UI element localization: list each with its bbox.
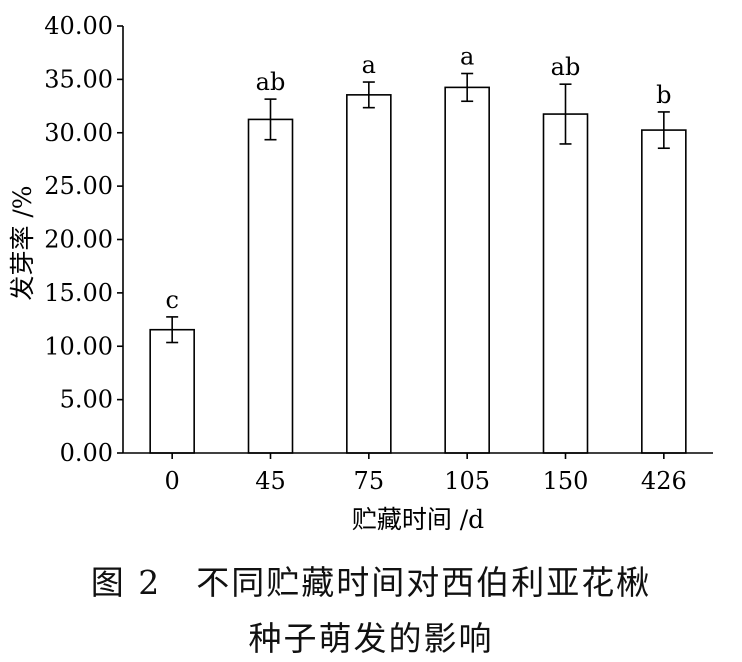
x-tick-label: 426 xyxy=(641,467,687,495)
figure-caption-line-2: 种子萌发的影响 xyxy=(248,619,494,658)
significance-letter-150: ab xyxy=(551,53,581,81)
bar-chart: 0.00 5.00 10.00 15.00 20.00 25.00 30.00 35.00 40… xyxy=(8,12,713,534)
bar-75 xyxy=(346,94,392,454)
significance-letter-45: ab xyxy=(256,68,286,96)
bar-45 xyxy=(247,118,294,454)
y-tick-label: 25.00 xyxy=(44,172,113,200)
y-axis-title: 发芽率 /% xyxy=(8,185,37,300)
y-tick-label: 20.00 xyxy=(44,226,113,254)
x-tick-label: 150 xyxy=(543,467,589,495)
x-axis-title: 贮藏时间 /d xyxy=(352,505,484,534)
bar-105 xyxy=(444,86,490,454)
y-tick-label: 35.00 xyxy=(44,65,113,93)
y-axis-ticks: 0.00 5.00 10.00 15.00 20.00 25.00 30.00 35.00 40… xyxy=(44,12,123,467)
x-tick-label: 75 xyxy=(354,467,385,495)
significance-letter-105: a xyxy=(460,43,474,71)
x-tick-label: 0 xyxy=(165,467,180,495)
y-tick-label: 30.00 xyxy=(44,119,113,147)
y-tick-label: 40.00 xyxy=(44,12,113,40)
bars: c ab a a ab b xyxy=(149,43,687,454)
y-tick-label: 5.00 xyxy=(60,386,113,414)
x-tick-label: 105 xyxy=(444,467,490,495)
significance-letter-426: b xyxy=(656,81,671,109)
bar-0 xyxy=(149,328,195,454)
y-tick-label: 15.00 xyxy=(44,279,113,307)
figure-caption-line-1: 图 2 不同贮藏时间对西伯利亚花楸 xyxy=(90,563,652,602)
y-tick-label: 10.00 xyxy=(44,332,113,360)
bar-426 xyxy=(641,129,687,454)
bar-150 xyxy=(542,113,589,454)
x-axis-ticks: 0 45 75 105 150 426 xyxy=(165,453,687,495)
x-tick-label: 45 xyxy=(255,467,286,495)
y-tick-label: 0.00 xyxy=(60,439,113,467)
significance-letter-0: c xyxy=(165,286,178,314)
significance-letter-75: a xyxy=(362,51,376,79)
